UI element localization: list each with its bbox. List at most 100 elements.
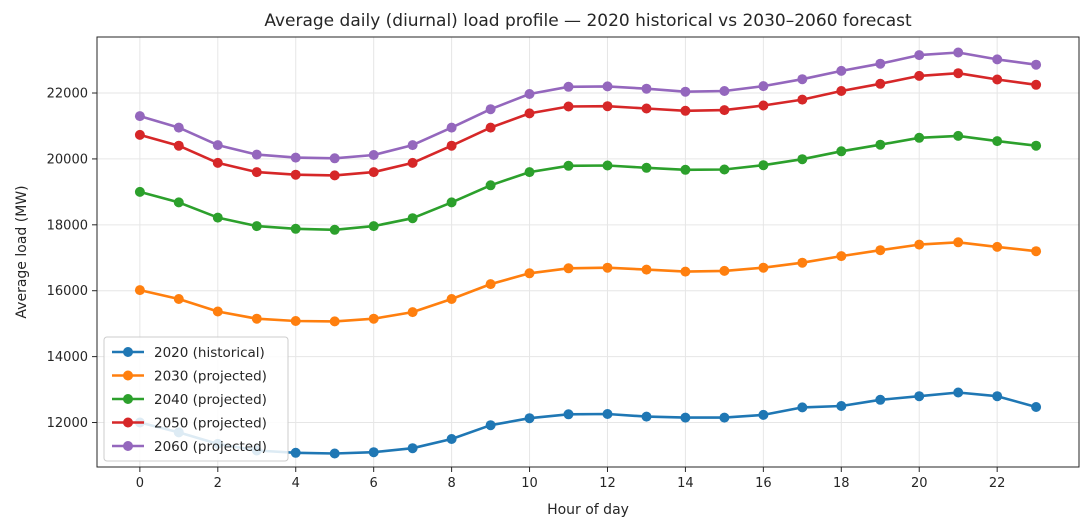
data-point-2060 — [524, 89, 535, 99]
legend-box — [103, 336, 289, 462]
data-point-2050 — [875, 78, 886, 89]
y-axis-ticks: 12000 14000 16000 18000 20000 22000 — [47, 87, 97, 431]
y-tick-label: 12000 — [47, 416, 88, 431]
data-point-2050 — [407, 157, 418, 168]
data-point-2020 — [641, 411, 652, 422]
legend-label-2060: 2060 (projected) — [154, 439, 267, 455]
data-point-2030 — [524, 268, 535, 279]
data-point-2020 — [914, 391, 925, 402]
series-line-2050 — [138, 71, 1038, 177]
legend-label-2050: 2050 (projected) — [154, 416, 267, 432]
data-point-2060 — [758, 81, 769, 92]
data-point-2060 — [446, 122, 457, 133]
data-point-2020 — [1031, 402, 1042, 412]
series-2030 — [134, 237, 1042, 327]
data-point-2030 — [680, 266, 691, 277]
data-point-2030 — [173, 294, 184, 304]
data-point-2020 — [680, 412, 691, 423]
series-line-2030 — [138, 241, 1038, 323]
data-point-2030 — [641, 264, 652, 275]
data-point-2060 — [329, 153, 340, 164]
y-axis-label: Average load (MW) — [14, 185, 30, 318]
data-point-2030 — [914, 239, 925, 250]
legend-marker-2050 — [123, 417, 133, 428]
series-2050 — [134, 68, 1042, 181]
data-point-2050 — [368, 167, 379, 178]
data-point-2040 — [290, 223, 301, 234]
legend-marker-2030 — [123, 370, 133, 381]
data-point-2030 — [251, 313, 262, 324]
data-point-2030 — [602, 262, 613, 273]
data-point-2050 — [758, 100, 769, 111]
data-point-2030 — [446, 294, 457, 304]
data-point-2040 — [641, 162, 652, 173]
data-point-2030 — [563, 263, 574, 274]
data-point-2020 — [602, 409, 613, 419]
data-point-2060 — [290, 152, 301, 163]
data-point-2050 — [797, 94, 808, 105]
data-point-2050 — [953, 68, 964, 79]
axes-frame — [96, 36, 1080, 468]
data-point-2020 — [563, 409, 574, 420]
data-point-2050 — [992, 74, 1003, 85]
data-point-2050 — [836, 86, 847, 96]
data-point-2060 — [407, 140, 418, 151]
data-point-2020 — [290, 447, 301, 458]
data-point-2040 — [875, 139, 886, 150]
data-point-2050 — [914, 70, 925, 81]
data-point-2060 — [875, 58, 886, 69]
data-point-2060 — [992, 54, 1003, 65]
data-point-2020 — [407, 443, 418, 454]
data-point-2050 — [641, 103, 652, 114]
data-point-2020 — [875, 394, 886, 405]
data-point-2060 — [836, 65, 847, 76]
data-point-2040 — [485, 180, 496, 191]
data-point-2030 — [797, 257, 808, 268]
data-point-2060 — [680, 86, 691, 97]
data-point-2060 — [1031, 59, 1042, 70]
data-point-2020 — [758, 409, 769, 420]
data-point-2020 — [446, 434, 457, 444]
data-point-2030 — [134, 285, 145, 296]
series-2060 — [134, 47, 1042, 164]
data-point-2040 — [212, 212, 223, 223]
data-point-2060 — [641, 83, 652, 94]
data-point-2030 — [719, 265, 730, 276]
x-tick-label: 16 — [755, 476, 772, 491]
data-point-2060 — [212, 140, 223, 151]
data-point-2040 — [524, 167, 535, 178]
data-point-2020 — [836, 401, 847, 411]
series-2040 — [134, 130, 1042, 235]
y-tick-label: 16000 — [47, 284, 88, 299]
data-point-2030 — [758, 262, 769, 273]
data-point-2050 — [212, 157, 223, 168]
data-point-2060 — [797, 74, 808, 85]
x-tick-label: 12 — [599, 476, 616, 491]
series-line-2060 — [138, 51, 1038, 160]
y-tick-label: 18000 — [47, 218, 88, 233]
data-point-2040 — [992, 136, 1003, 147]
data-point-2050 — [329, 170, 340, 181]
data-point-2060 — [602, 81, 613, 92]
data-point-2040 — [446, 197, 457, 208]
data-point-2060 — [953, 47, 964, 58]
y-tick-label: 20000 — [47, 152, 88, 167]
data-point-2030 — [368, 313, 379, 324]
data-point-2050 — [173, 140, 184, 151]
data-point-2040 — [602, 160, 613, 171]
data-point-2060 — [368, 150, 379, 160]
data-point-2040 — [1031, 140, 1042, 151]
data-point-2050 — [134, 129, 145, 140]
data-point-2040 — [173, 197, 184, 208]
legend-label-2030: 2030 (projected) — [154, 369, 267, 385]
data-point-2030 — [875, 245, 886, 256]
data-point-2040 — [680, 164, 691, 175]
data-point-2060 — [719, 86, 730, 96]
y-tick-label: 22000 — [47, 87, 88, 102]
legend-label-2020: 2020 (historical) — [154, 345, 265, 361]
data-point-2040 — [836, 146, 847, 157]
series-line-2020 — [138, 391, 1038, 455]
x-tick-label: 18 — [833, 476, 850, 491]
data-point-2050 — [485, 122, 496, 133]
